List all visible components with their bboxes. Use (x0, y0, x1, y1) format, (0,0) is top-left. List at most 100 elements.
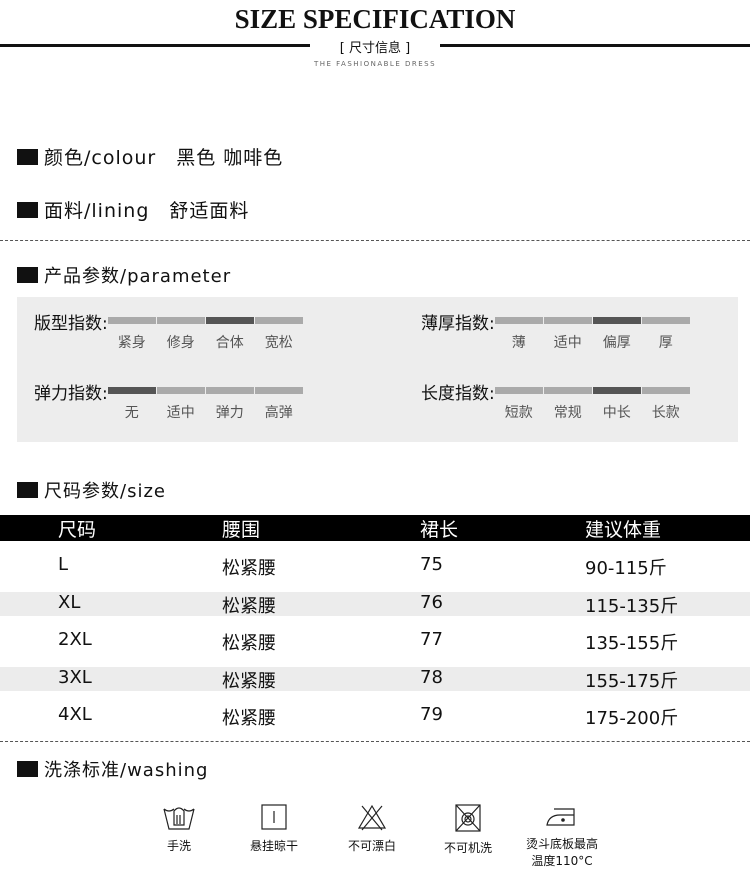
table-cell: 4XL (58, 704, 92, 725)
no-machine-wash-icon (455, 804, 481, 832)
subtitle: [ 尺寸信息 ] (339, 41, 411, 56)
care-hand-wash: 手洗 (129, 803, 229, 854)
scale-segment (641, 317, 690, 324)
table-cell: 松紧腰 (222, 558, 276, 579)
table-row: 4XL 松紧腰 79 175-200斤 (0, 704, 750, 729)
scale-option: 适中 (166, 405, 195, 421)
page-title: SIZE SPECIFICATION (234, 4, 516, 34)
header-length: 裙长 (420, 519, 459, 541)
scale-segment (254, 387, 303, 394)
lining-row: 面料/lining 舒适面料 (17, 196, 249, 223)
scale-option: 适中 (553, 335, 582, 351)
parameter-index: 长度指数: 短款 常规 中长 长款 (421, 384, 690, 422)
hand-wash-icon (163, 807, 195, 830)
scale-segment (494, 387, 543, 394)
scale-segment (543, 387, 592, 394)
bullet-square-icon (17, 148, 38, 165)
dashed-divider (0, 240, 750, 241)
scale-segment (254, 317, 303, 324)
header-size: 尺码 (58, 519, 97, 541)
bullet-square-icon (17, 201, 38, 218)
size-table-header: 尺码 腰围 裙长 建议体重 (0, 515, 750, 541)
lining-value: 舒适面料 (169, 200, 250, 222)
bullet-square-icon (17, 482, 38, 498)
scale-segment (107, 387, 156, 394)
scale-option: 长款 (651, 405, 680, 421)
table-cell: 155-175斤 (585, 670, 679, 692)
care-no-machine-wash: 不可机洗 (418, 803, 518, 856)
scale-option: 高弹 (264, 405, 293, 421)
table-cell: XL (58, 591, 81, 613)
table-cell: 松紧腰 (222, 633, 276, 654)
index-label: 版型指数: (34, 314, 108, 334)
scale-option: 宽松 (264, 335, 293, 351)
colour-value: 黑色 咖啡色 (176, 147, 284, 169)
care-label: 悬挂晾干 (249, 839, 298, 853)
bullet-square-icon (17, 761, 38, 777)
scale-segment (205, 317, 254, 324)
care-hang-dry: 悬挂晾干 (224, 803, 324, 854)
divider (0, 44, 310, 47)
table-cell: 77 (420, 629, 443, 650)
washing-label: 洗涤标准/washing (44, 760, 209, 781)
index-label: 薄厚指数: (421, 314, 495, 334)
table-cell: 松紧腰 (222, 708, 276, 729)
scale-option: 合体 (215, 335, 244, 351)
dashed-divider (0, 741, 750, 742)
header-weight: 建议体重 (585, 519, 662, 541)
scale-option: 短款 (504, 405, 533, 421)
table-cell: 松紧腰 (222, 670, 276, 692)
washing-heading: 洗涤标准/washing (17, 756, 208, 782)
care-label: 温度110°C (531, 854, 593, 868)
table-row: 3XL 松紧腰 78 155-175斤 (0, 666, 750, 692)
index-scale: 短款 常规 中长 长款 (494, 387, 690, 422)
lining-label: 面料/lining (44, 200, 150, 222)
parameter-index: 薄厚指数: 薄 适中 偏厚 厚 (421, 314, 690, 352)
care-no-bleach: 不可漂白 (322, 803, 422, 854)
table-cell: 松紧腰 (222, 595, 276, 617)
scale-option: 修身 (166, 335, 195, 351)
table-row: XL 松紧腰 76 115-135斤 (0, 591, 750, 617)
table-cell: 76 (420, 591, 443, 613)
colour-row: 颜色/colour 黑色 咖啡色 (17, 143, 283, 170)
care-label: 不可漂白 (347, 839, 396, 853)
scale-option: 无 (124, 405, 139, 421)
table-cell: 75 (420, 554, 443, 575)
table-cell: 2XL (58, 629, 92, 650)
scale-option: 紧身 (117, 335, 146, 351)
table-cell: 79 (420, 704, 443, 725)
header-waist: 腰围 (222, 519, 261, 541)
index-scale: 紧身 修身 合体 宽松 (107, 317, 303, 352)
table-cell: 78 (420, 666, 443, 688)
bullet-square-icon (17, 267, 38, 283)
scale-option: 弹力 (215, 405, 244, 421)
scale-segment (592, 317, 641, 324)
parameter-index: 版型指数: 紧身 修身 合体 宽松 (34, 314, 303, 352)
table-cell: 115-135斤 (585, 595, 679, 617)
scale-option: 中长 (602, 405, 631, 421)
scale-segment (156, 387, 205, 394)
care-iron: 烫斗底板最高 温度110°C (512, 803, 612, 869)
parameter-heading: 产品参数/parameter (17, 262, 231, 288)
index-scale: 无 适中 弹力 高弹 (107, 387, 303, 422)
table-cell: 135-155斤 (585, 633, 679, 654)
size-heading: 尺码参数/size (17, 477, 166, 503)
scale-option: 厚 (658, 335, 673, 351)
index-label: 长度指数: (421, 384, 495, 404)
care-label: 烫斗底板最高 (525, 837, 598, 851)
table-cell: 90-115斤 (585, 558, 667, 579)
care-label: 手洗 (166, 839, 191, 853)
table-row: L 松紧腰 75 90-115斤 (0, 554, 750, 579)
care-label: 不可机洗 (443, 841, 492, 855)
tagline: THE FASHIONABLE DRESS (313, 60, 437, 68)
table-cell: L (58, 554, 69, 575)
scale-segment (543, 317, 592, 324)
parameter-index: 弹力指数: 无 适中 弹力 高弹 (34, 384, 303, 422)
table-cell: 175-200斤 (585, 708, 679, 729)
scale-segment (592, 387, 641, 394)
no-bleach-icon (357, 804, 387, 831)
scale-segment (641, 387, 690, 394)
index-label: 弹力指数: (34, 384, 108, 404)
table-row: 2XL 松紧腰 77 135-155斤 (0, 629, 750, 654)
scale-option: 常规 (553, 405, 582, 421)
